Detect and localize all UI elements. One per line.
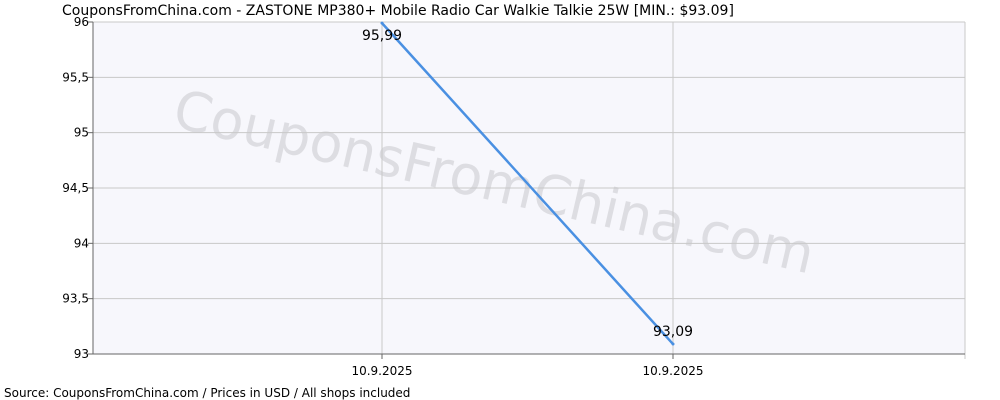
x-tick-label: 10.9.2025 [351,364,412,378]
y-tick-label: 93 [74,347,89,361]
y-tick-label: 95,5 [62,70,89,84]
price-series-line [380,21,675,346]
plot-area-group: CouponsFromChina.com9393,59494,59595,596… [62,15,966,378]
x-tick-label: 10.9.2025 [642,364,703,378]
price-point [671,342,675,346]
y-tick-label: 95 [74,126,89,140]
y-tick-label: 94,5 [62,181,89,195]
chart-footer: Source: CouponsFromChina.com / Prices in… [4,386,410,400]
price-data-label: 95,99 [362,28,402,44]
chart-title: CouponsFromChina.com - ZASTONE MP380+ Mo… [62,3,734,19]
price-point [380,21,384,25]
y-tick-label: 96 [74,15,89,29]
price-data-label: 93,09 [653,324,693,340]
y-tick-label: 93,5 [62,292,89,306]
y-tick-label: 94 [74,236,89,250]
